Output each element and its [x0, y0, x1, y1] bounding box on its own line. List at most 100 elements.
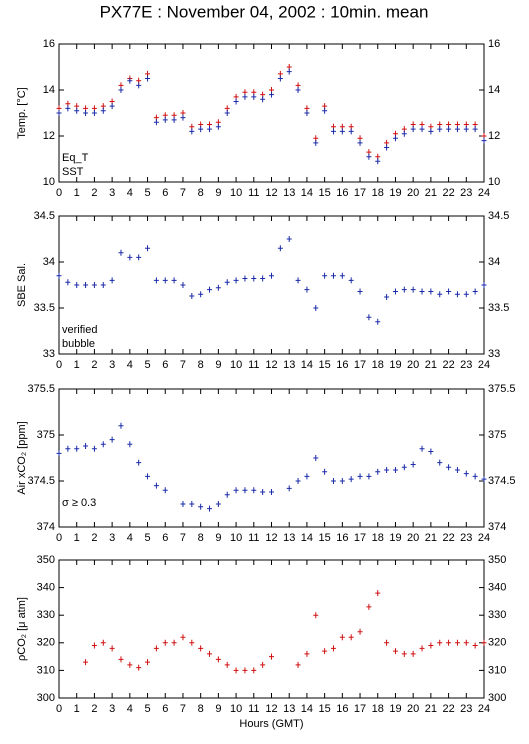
x-tick-label: 21: [425, 187, 437, 199]
point: [277, 245, 283, 252]
y-tick-label: 310: [37, 664, 55, 676]
x-tick-label: 14: [301, 703, 313, 715]
point: [91, 642, 97, 649]
x-tick-label: 6: [162, 532, 168, 544]
x-tick-label: 14: [301, 359, 313, 371]
point: [100, 107, 106, 114]
x-tick-label: 24: [478, 532, 490, 544]
point: [180, 501, 186, 507]
x-tick-label: 24: [478, 703, 490, 715]
point: [260, 275, 266, 282]
point: [348, 128, 354, 135]
x-tick-label: 21: [425, 359, 437, 371]
x-tick-label: 16: [336, 703, 348, 715]
point: [357, 628, 363, 635]
point: [410, 286, 416, 293]
point: [260, 96, 266, 103]
x-tick-label: 3: [109, 359, 115, 371]
x-tick-label: 22: [442, 703, 454, 715]
x-tick-label: 6: [162, 703, 168, 715]
point: [233, 98, 239, 105]
point: [118, 249, 124, 256]
point: [91, 282, 97, 288]
point: [198, 645, 204, 652]
point: [91, 110, 97, 116]
point: [189, 128, 195, 135]
point: [74, 445, 80, 452]
point: [463, 639, 469, 646]
x-tick-label: 18: [372, 532, 384, 544]
y-tick-label: 374.5: [27, 475, 55, 487]
point: [233, 667, 239, 674]
point: [384, 293, 390, 300]
point: [269, 272, 274, 279]
x-tick-label: 20: [407, 532, 419, 544]
y-tick-label: 12: [43, 130, 55, 142]
x-tick-label: 8: [198, 359, 204, 371]
point: [145, 245, 151, 252]
point: [384, 466, 390, 473]
point: [295, 277, 301, 284]
point: [401, 130, 407, 137]
y-tick-label: 300: [488, 692, 506, 704]
x-tick-label: 5: [144, 532, 150, 544]
point: [322, 648, 328, 655]
point: [162, 639, 168, 646]
x-tick-label: 16: [336, 187, 348, 199]
point: [463, 470, 469, 477]
x-tick-label: 13: [283, 187, 295, 199]
point: [446, 288, 452, 295]
x-tick-label: 20: [407, 703, 419, 715]
y-tick-label: 10: [488, 176, 500, 188]
point: [162, 277, 168, 284]
y-tick-label: 350: [37, 554, 55, 566]
point: [136, 82, 142, 89]
point: [428, 448, 434, 455]
point: [198, 126, 204, 133]
x-tick-label: 9: [215, 359, 221, 371]
point: [472, 288, 478, 295]
point: [118, 87, 124, 93]
point: [392, 648, 398, 655]
point: [65, 445, 71, 452]
point: [83, 110, 89, 116]
point: [153, 277, 159, 284]
legend-entry: bubble: [62, 338, 95, 350]
point: [481, 137, 487, 144]
point: [109, 645, 115, 652]
point: [242, 275, 248, 282]
x-tick-label: 20: [407, 359, 419, 371]
point: [339, 272, 345, 279]
x-tick-label: 0: [56, 532, 62, 544]
point: [74, 282, 80, 288]
x-tick-label: 19: [389, 359, 401, 371]
point: [224, 279, 230, 286]
point: [207, 505, 213, 512]
point: [446, 464, 452, 471]
x-tick-label: 11: [248, 703, 259, 715]
x-tick-label: 7: [180, 187, 186, 199]
point: [322, 107, 328, 114]
point: [330, 645, 336, 652]
y-tick-label: 34: [43, 256, 55, 268]
point: [65, 279, 71, 286]
y-tick-label: 10: [43, 176, 55, 188]
x-tick-label: 19: [389, 703, 401, 715]
legend-entry: verified: [62, 324, 97, 336]
x-tick-label: 2: [91, 359, 97, 371]
x-tick-label: 23: [460, 187, 472, 199]
point: [180, 634, 186, 641]
point: [109, 436, 115, 443]
y-tick-label: 12: [488, 130, 500, 142]
x-tick-label: 11: [248, 532, 259, 544]
point: [366, 473, 372, 480]
x-tick-label: 3: [109, 532, 115, 544]
point: [357, 473, 363, 480]
point: [304, 473, 310, 480]
point: [313, 612, 319, 619]
point: [207, 650, 213, 657]
point: [207, 286, 213, 293]
y-tick-label: 33: [43, 348, 55, 360]
point: [189, 293, 195, 300]
x-tick-label: 19: [389, 187, 401, 199]
